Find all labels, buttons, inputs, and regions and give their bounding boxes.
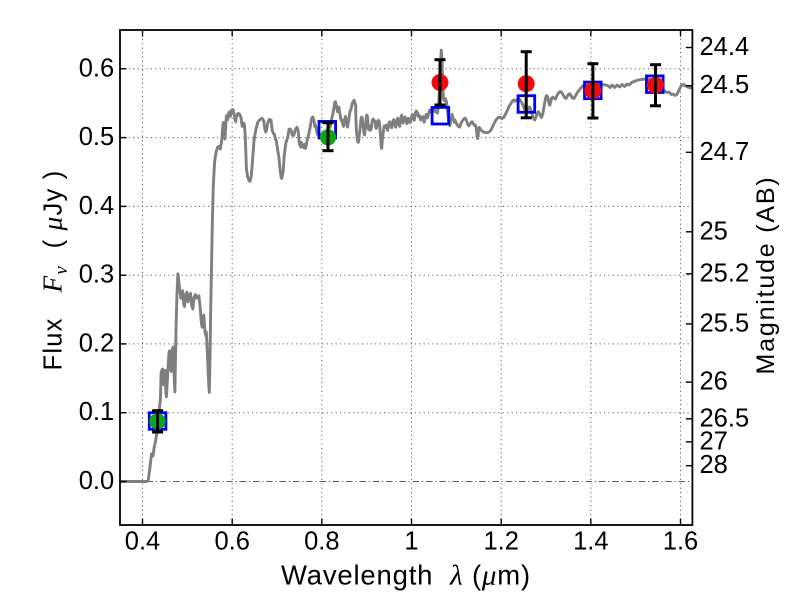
svg-text:1.6: 1.6 [663,528,698,556]
svg-text:1: 1 [404,528,418,556]
svg-text:24.7: 24.7 [700,138,750,166]
svg-text:0.5: 0.5 [79,123,114,151]
svg-text:0.6: 0.6 [214,528,249,556]
svg-text:26.5: 26.5 [700,404,750,432]
svg-text:0.0: 0.0 [79,467,114,495]
svg-text:26: 26 [700,368,728,396]
svg-text:28: 28 [700,451,728,479]
svg-text:1.4: 1.4 [573,528,608,556]
svg-text:25: 25 [700,217,728,245]
svg-text:0.4: 0.4 [125,528,160,556]
svg-text:0.6: 0.6 [79,54,114,82]
svg-text:Magnitude (AB): Magnitude (AB) [752,176,780,375]
svg-text:24.5: 24.5 [700,71,750,99]
svg-text:1.2: 1.2 [483,528,518,556]
svg-text:0.3: 0.3 [79,261,114,289]
svg-text:0.4: 0.4 [79,192,114,220]
svg-text:25.5: 25.5 [700,309,750,337]
svg-text:Wavelength λ (μm): Wavelength λ (μm) [281,560,531,592]
svg-text:25.2: 25.2 [700,259,750,287]
svg-text:24.4: 24.4 [700,33,750,61]
svg-text:0.8: 0.8 [304,528,339,556]
svg-text:0.2: 0.2 [79,329,114,357]
svg-text:27: 27 [700,427,728,455]
svg-text:0.1: 0.1 [79,398,114,426]
